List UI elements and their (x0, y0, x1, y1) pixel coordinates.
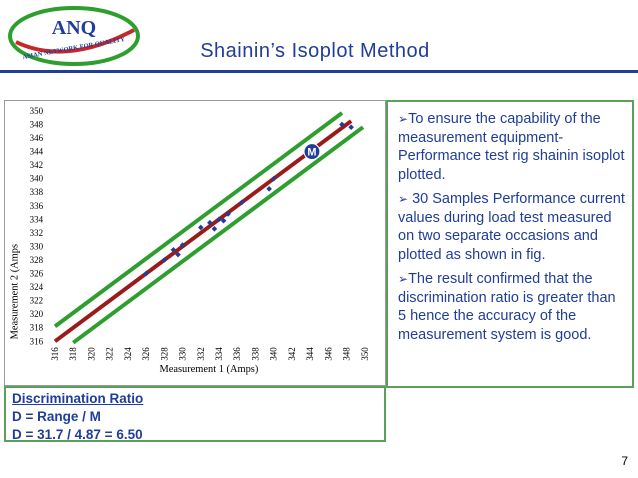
bullet-2: ➢ 30 Samples Performance current values … (398, 190, 626, 264)
anq-logo: ANQ ASIAN NETWORK FOR QUALITY (8, 6, 140, 66)
y-tick-label: 320 (30, 309, 44, 319)
data-point (348, 124, 354, 131)
page-number: 7 (621, 454, 628, 468)
x-tick-label: 332 (196, 347, 206, 360)
y-tick-label: 344 (30, 147, 44, 157)
data-point (161, 257, 168, 263)
chart-lines (53, 111, 365, 345)
ratio-formula: D = Range / M (12, 409, 101, 424)
lower-band-line (72, 125, 365, 345)
title-divider (0, 70, 638, 73)
y-tick-label: 336 (30, 201, 44, 211)
x-tick-label: 316 (50, 347, 60, 361)
x-tick-label: 342 (287, 347, 297, 360)
isoplot-chart: 3503483463443423403383363343323303283263… (4, 100, 386, 386)
data-point (170, 247, 177, 253)
x-tick-label: 320 (86, 347, 96, 361)
data-point (175, 251, 181, 258)
y-tick-label: 334 (30, 214, 44, 224)
y-tick-label: 326 (30, 269, 44, 279)
x-tick-label: 328 (159, 347, 169, 361)
y-tick-label: 348 (30, 119, 44, 129)
discrimination-ratio-box: Discrimination Ratio D = Range / M D = 3… (4, 386, 386, 442)
ratio-heading: Discrimination Ratio (12, 391, 144, 406)
marker-m-label: M (307, 147, 316, 159)
y-tick-label: 322 (30, 296, 43, 306)
upper-band-line (53, 111, 344, 328)
bullet-1-text: To ensure the capability of the measurem… (398, 111, 625, 183)
x-tick-label: 350 (360, 347, 370, 361)
y-tick-label: 330 (30, 241, 44, 251)
y-tick-labels: 350 348 346 344 342 340 338 336 334 332 330 328 326 3… (30, 106, 44, 346)
logo-abbr: ANQ (52, 17, 96, 39)
data-point (179, 242, 186, 248)
x-tick-label: 340 (269, 347, 279, 361)
x-tick-label: 334 (214, 347, 224, 361)
data-point (266, 186, 272, 192)
x-tick-label: 330 (178, 347, 188, 361)
y-tick-label: 328 (30, 255, 44, 265)
data-point (197, 224, 204, 231)
y-tick-label: 332 (30, 228, 43, 238)
diagonal-line (53, 119, 353, 343)
x-tick-label: 324 (123, 347, 133, 361)
arrow-bullet-icon: ➢ (398, 112, 409, 126)
x-tick-label: 348 (342, 347, 352, 361)
data-point (211, 226, 218, 232)
y-axis-label: Measurement 2 (Amps (9, 244, 20, 339)
x-tick-labels: 316 318 320 322 324 326 328 330 332 334 336 338 340 3… (50, 347, 370, 361)
arrow-bullet-icon: ➢ (398, 272, 409, 286)
y-tick-label: 342 (30, 160, 43, 170)
ratio-result: D = 31.7 / 4.87 = 6.50 (12, 427, 143, 442)
x-axis-label: Measurement 1 (Amps) (159, 364, 258, 375)
bullet-2-text: 30 Samples Performance current values du… (398, 191, 625, 263)
bullet-1: ➢To ensure the capability of the measure… (398, 110, 626, 184)
x-tick-label: 326 (141, 347, 151, 361)
y-tick-label: 338 (30, 187, 44, 197)
y-tick-label: 318 (30, 323, 44, 333)
y-tick-label: 346 (30, 133, 44, 143)
chart-points (143, 121, 354, 277)
page-title: Shainin’s Isoplot Method (200, 40, 430, 62)
data-point (225, 211, 231, 217)
data-point (207, 219, 213, 226)
chart-marker: M (303, 143, 321, 161)
arrow-bullet-icon: ➢ (398, 192, 409, 206)
y-tick-label: 340 (30, 174, 44, 184)
x-tick-label: 346 (323, 347, 333, 361)
bullet-3-text: The result confirmed that the discrimina… (398, 271, 616, 343)
bullet-3: ➢The result confirmed that the discrimin… (398, 270, 626, 344)
x-tick-label: 322 (105, 347, 115, 360)
bullet-panel: ➢To ensure the capability of the measure… (386, 100, 634, 388)
y-tick-label: 316 (30, 336, 44, 346)
x-tick-label: 344 (305, 347, 315, 361)
x-tick-label: 336 (232, 347, 242, 361)
x-tick-label: 338 (250, 347, 260, 361)
x-tick-label: 318 (68, 347, 78, 361)
y-tick-label: 324 (30, 282, 44, 292)
y-tick-label: 350 (30, 106, 44, 116)
marker-m-circle (303, 143, 321, 161)
